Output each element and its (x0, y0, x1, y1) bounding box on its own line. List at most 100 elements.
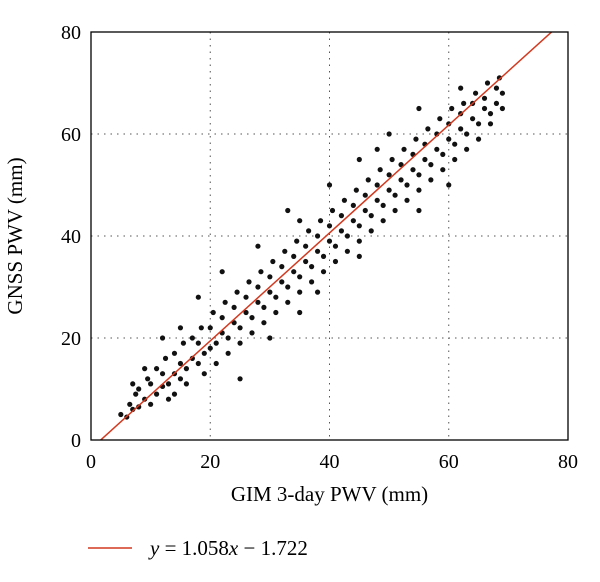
data-point (234, 289, 240, 295)
data-point (344, 248, 350, 254)
data-point (481, 95, 488, 101)
data-point (183, 366, 189, 372)
data-point (195, 360, 201, 367)
data-point (389, 156, 395, 163)
data-point (401, 146, 407, 152)
data-point (428, 162, 434, 168)
data-point (258, 269, 264, 275)
data-point (461, 100, 467, 106)
data-point (437, 116, 443, 122)
legend-x-variable: x (228, 536, 239, 560)
data-point (487, 121, 494, 127)
y-axis-label: GNSS PWV (mm) (3, 157, 27, 314)
data-point (148, 401, 154, 407)
data-point (237, 376, 243, 382)
data-point (309, 264, 315, 270)
data-point (392, 192, 398, 198)
x-tick-label: 0 (86, 451, 96, 473)
data-point (201, 371, 207, 377)
data-point (487, 111, 494, 117)
data-point (356, 253, 362, 259)
data-point (386, 187, 392, 193)
data-point (332, 243, 339, 249)
data-point (377, 167, 383, 173)
data-point (219, 269, 225, 275)
data-point (267, 289, 273, 295)
data-point (362, 192, 368, 198)
legend-equation-intercept: − 1.722 (238, 536, 308, 560)
data-point (458, 85, 464, 91)
data-point (464, 131, 470, 137)
data-point (350, 202, 356, 208)
data-point (159, 371, 166, 377)
data-point (353, 187, 359, 193)
data-point (165, 381, 172, 387)
data-point (189, 355, 195, 361)
x-axis-ticks: 0 20 40 60 80 (86, 451, 578, 473)
data-point (493, 100, 500, 106)
data-point (285, 299, 291, 305)
data-point (306, 228, 312, 234)
data-point (368, 228, 374, 234)
data-point (261, 304, 267, 310)
data-point (380, 202, 386, 208)
data-point (303, 258, 309, 265)
data-point (341, 197, 348, 203)
data-points (118, 75, 506, 420)
y-tick-label: 40 (61, 226, 81, 248)
data-point (145, 376, 151, 382)
data-point (249, 330, 255, 336)
data-point (270, 258, 276, 265)
data-point (303, 243, 309, 249)
data-point (446, 182, 452, 188)
data-point (499, 90, 506, 96)
data-point (165, 396, 172, 402)
data-point (273, 294, 279, 300)
data-point (344, 233, 350, 239)
data-point (153, 391, 160, 397)
data-point (365, 177, 371, 183)
data-point (136, 386, 142, 392)
data-point (356, 223, 362, 229)
data-point (326, 223, 333, 229)
data-point (374, 182, 380, 188)
fit-line-group (99, 32, 553, 440)
data-point (243, 309, 249, 316)
data-point (422, 156, 428, 163)
y-tick-label: 0 (71, 430, 81, 452)
data-point (452, 156, 458, 163)
data-point (416, 187, 422, 193)
data-point (267, 274, 273, 280)
data-point (294, 238, 300, 244)
data-point (297, 289, 303, 295)
data-point (314, 289, 321, 295)
data-point (446, 121, 452, 127)
data-point (472, 90, 479, 96)
data-point (225, 335, 231, 341)
x-tick-label: 20 (200, 451, 220, 473)
data-point (237, 325, 243, 331)
data-point (207, 325, 213, 331)
data-point (398, 177, 404, 183)
data-point (338, 213, 345, 219)
data-point (464, 146, 470, 152)
data-point (297, 309, 303, 316)
data-point (362, 207, 368, 214)
data-point (317, 218, 324, 224)
data-point (314, 248, 321, 254)
data-point (356, 238, 362, 244)
data-point (237, 340, 243, 346)
data-point (428, 177, 434, 183)
data-point (499, 105, 506, 112)
data-point (195, 340, 201, 346)
data-point (195, 294, 201, 300)
data-point (309, 279, 315, 285)
data-point (449, 105, 455, 112)
data-point (410, 167, 416, 173)
data-point (267, 335, 273, 341)
data-point (374, 146, 380, 152)
data-point (285, 207, 291, 214)
data-point (127, 401, 133, 407)
data-point (180, 340, 187, 346)
data-point (243, 294, 249, 300)
